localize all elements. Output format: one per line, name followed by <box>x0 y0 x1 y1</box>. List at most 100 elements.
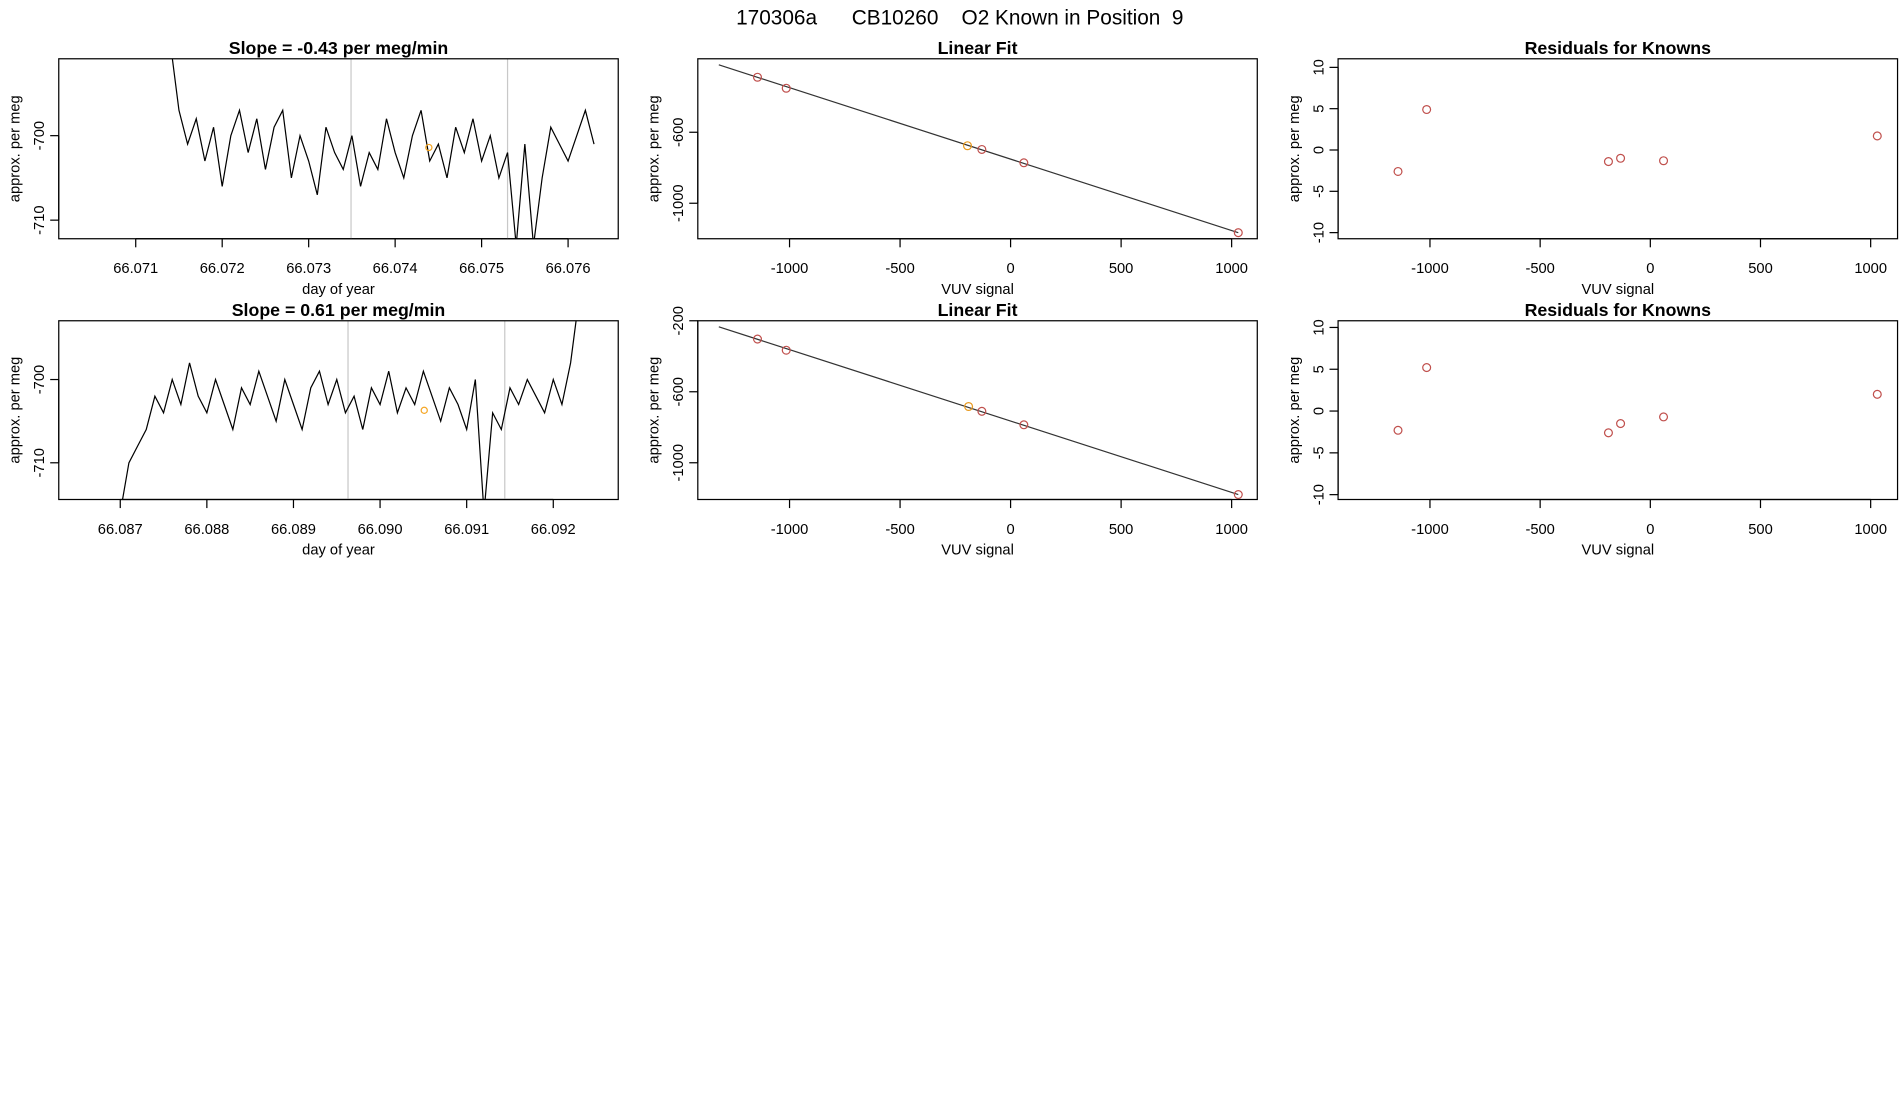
panel: Residuals for Knowns VUV signal approx. pe… <box>1287 38 1899 298</box>
data-line <box>121 320 577 500</box>
data-point <box>1603 157 1613 167</box>
panel-title: Linear Fit <box>938 300 1018 320</box>
y-tick-label: 0 <box>1311 407 1327 415</box>
y-tick-label: -5 <box>1311 446 1327 459</box>
x-tick-label: 0 <box>1646 261 1654 277</box>
x-tick-label: -500 <box>885 261 914 277</box>
x-axis-label: VUV signal <box>941 543 1014 559</box>
data-point <box>1872 131 1882 141</box>
highlight-point <box>425 143 433 152</box>
x-tick-label: -500 <box>1525 522 1554 538</box>
panel: Residuals for Knowns VUV signal approx. pe… <box>1287 300 1899 559</box>
data-point <box>752 72 763 82</box>
x-tick-label: -1000 <box>771 261 809 277</box>
x-tick-label: 66.075 <box>459 261 504 277</box>
y-tick-label: 10 <box>1311 59 1327 75</box>
y-tick-label: -710 <box>32 205 48 234</box>
panel: Slope = -0.43 per meg/min day of year appr… <box>8 38 619 298</box>
x-tick-label: 1000 <box>1854 261 1887 277</box>
data-point <box>962 141 973 151</box>
x-tick-label: 0 <box>1007 522 1015 538</box>
plot-frame <box>58 58 619 240</box>
x-tick-label: 500 <box>1748 522 1773 538</box>
y-axis-label: approx. per meg <box>647 95 663 202</box>
plot-frame <box>58 320 619 501</box>
y-tick-label: -1000 <box>671 184 687 222</box>
y-tick-label: -600 <box>671 377 687 406</box>
highlight-point <box>420 406 428 415</box>
plot-frame <box>1337 320 1899 501</box>
y-axis-label: approx. per meg <box>647 357 663 464</box>
data-point <box>1019 158 1029 168</box>
y-tick-label: -600 <box>671 118 687 147</box>
x-tick-label: 0 <box>1646 522 1654 538</box>
data-point <box>1233 490 1243 500</box>
y-tick-label: -10 <box>1311 222 1327 243</box>
y-tick-label: -700 <box>32 121 48 150</box>
plot-area <box>718 326 1243 500</box>
x-tick-label: 66.092 <box>531 522 576 538</box>
x-tick-label: -500 <box>885 522 914 538</box>
data-point <box>1422 104 1432 115</box>
x-tick-label: -500 <box>1525 261 1554 277</box>
x-tick-label: 500 <box>1109 522 1134 538</box>
y-tick-label: 0 <box>1311 146 1327 154</box>
data-point <box>1659 412 1669 422</box>
x-tick-label: 0 <box>1007 261 1015 277</box>
data-point <box>1393 425 1403 435</box>
y-tick-label: -5 <box>1311 185 1327 198</box>
data-point <box>1603 428 1613 438</box>
data-point <box>1616 153 1626 163</box>
y-axis-label: approx. per meg <box>1287 357 1303 464</box>
figure-title: 170306a CB10260 O2 Known in Position 9 <box>736 7 1183 30</box>
y-tick-label: -700 <box>32 365 48 394</box>
data-point <box>1393 166 1403 177</box>
data-point <box>977 406 987 416</box>
x-tick-label: 1000 <box>1215 261 1248 277</box>
plot-area <box>1393 363 1882 438</box>
x-tick-label: 66.091 <box>444 522 489 538</box>
x-tick-label: -1000 <box>1411 522 1449 538</box>
x-axis-label: day of year <box>302 543 375 559</box>
x-axis-label: VUV signal <box>1581 543 1654 559</box>
y-axis-label: approx. per meg <box>8 95 24 202</box>
x-tick-label: 66.071 <box>113 261 158 277</box>
data-line <box>171 58 595 239</box>
x-tick-label: 66.076 <box>546 261 591 277</box>
data-point <box>1233 228 1243 238</box>
panel-title: Residuals for Knowns <box>1525 300 1712 320</box>
data-point <box>1019 420 1029 430</box>
panel: Linear Fit VUV signal approx. per meg -1000… <box>647 300 1258 559</box>
panel-title: Linear Fit <box>938 38 1018 58</box>
data-point <box>1872 389 1882 399</box>
y-tick-label: -710 <box>32 448 48 477</box>
x-tick-label: 66.073 <box>286 261 331 277</box>
x-tick-label: 500 <box>1748 261 1773 277</box>
panel-title: Slope = 0.61 per meg/min <box>232 300 446 320</box>
x-tick-label: 66.087 <box>98 522 143 538</box>
data-point <box>977 144 987 154</box>
y-axis-label: approx. per meg <box>8 357 24 464</box>
panel-title: Slope = -0.43 per meg/min <box>229 38 448 58</box>
y-tick-label: 5 <box>1311 105 1327 113</box>
x-tick-label: 66.072 <box>200 261 245 277</box>
plot-frame <box>697 320 1258 501</box>
y-tick-label: -10 <box>1311 484 1327 505</box>
plot-area <box>1393 104 1882 177</box>
x-tick-label: 66.074 <box>373 261 418 277</box>
y-tick-label: 5 <box>1311 365 1327 373</box>
plot-area <box>171 58 595 239</box>
data-point <box>1422 363 1432 373</box>
data-point <box>1659 156 1669 166</box>
data-point <box>1616 419 1626 429</box>
plot-area <box>121 320 577 500</box>
panel: Linear Fit VUV signal approx. per meg -1000… <box>647 38 1258 298</box>
plot-frame <box>697 58 1258 240</box>
x-tick-label: 66.088 <box>184 522 229 538</box>
x-axis-label: VUV signal <box>1581 282 1654 298</box>
panel: Slope = 0.61 per meg/min day of year appro… <box>8 300 619 559</box>
x-tick-label: -1000 <box>1411 261 1449 277</box>
y-tick-label: -1000 <box>671 444 687 482</box>
